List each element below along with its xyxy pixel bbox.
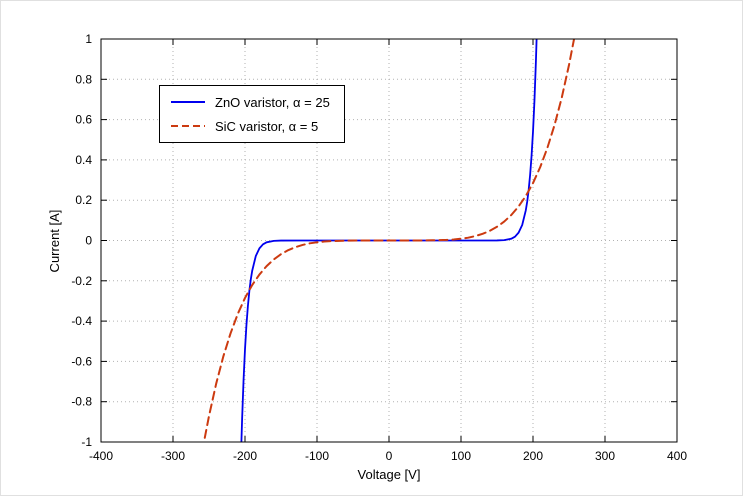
x-tick-label: 300 xyxy=(595,449,615,463)
y-tick-label: -0.4 xyxy=(71,314,92,328)
y-tick-label: 1 xyxy=(85,32,92,46)
y-axis-label: Current [A] xyxy=(47,210,62,273)
sic-line-sample xyxy=(171,125,205,127)
axes-box xyxy=(100,38,678,443)
x-tick-label: -400 xyxy=(89,449,113,463)
legend-label-zno: ZnO varistor, α = 25 xyxy=(215,94,330,110)
y-tick-label: 0.2 xyxy=(75,193,92,207)
legend[interactable]: ZnO varistor, α = 25 SiC varistor, α = 5 xyxy=(159,85,345,143)
y-tick-label: 0.6 xyxy=(75,113,92,127)
data-curves xyxy=(202,39,576,442)
x-tick-label: 200 xyxy=(523,449,543,463)
y-tick-label: 0.8 xyxy=(75,72,92,86)
y-tick-label: -0.2 xyxy=(71,274,92,288)
x-tick-label: 0 xyxy=(386,449,393,463)
legend-entry-sic: SiC varistor, α = 5 xyxy=(170,117,330,135)
x-tick-label: 100 xyxy=(451,449,471,463)
y-tick-label: -0.6 xyxy=(71,354,92,368)
axis-ticks xyxy=(100,38,678,443)
zno-line-sample xyxy=(171,101,205,103)
y-tick-label: -0.8 xyxy=(71,395,92,409)
y-tick-label: 0.4 xyxy=(75,153,92,167)
x-axis-label: Voltage [V] xyxy=(358,467,421,482)
legend-label-sic: SiC varistor, α = 5 xyxy=(215,118,319,134)
curve-sic xyxy=(202,39,576,442)
tick-labels: -400 -300 -200 -100 0 100 200 300 400 -1 -0.8 -0.6 -… xyxy=(71,32,687,463)
x-tick-label: -200 xyxy=(233,449,257,463)
y-tick-label: 0 xyxy=(85,234,92,248)
x-tick-label: -100 xyxy=(305,449,329,463)
x-tick-label: 400 xyxy=(667,449,687,463)
legend-entry-zno: ZnO varistor, α = 25 xyxy=(170,93,330,111)
y-tick-label: -1 xyxy=(81,435,92,449)
x-tick-label: -300 xyxy=(161,449,185,463)
